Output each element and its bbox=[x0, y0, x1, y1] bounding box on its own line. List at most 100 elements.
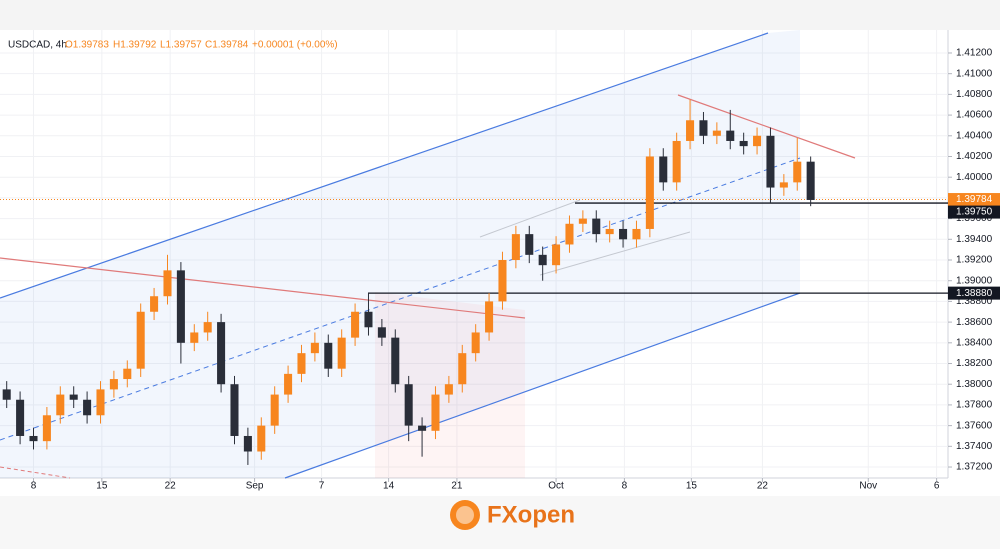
brand-name: FXopen bbox=[487, 501, 575, 528]
candle-body bbox=[712, 130, 721, 136]
price-tag bbox=[948, 193, 1000, 207]
candle-body bbox=[163, 270, 172, 297]
candle-body bbox=[538, 254, 547, 266]
candle-body bbox=[605, 228, 614, 235]
candle-body bbox=[471, 332, 480, 354]
candle-body bbox=[753, 135, 762, 147]
candle-body bbox=[150, 296, 159, 312]
trendline bbox=[0, 466, 71, 479]
candle-body bbox=[779, 182, 788, 188]
candle-body bbox=[29, 435, 38, 442]
candle-body bbox=[565, 223, 574, 245]
candle-body bbox=[83, 399, 92, 416]
candle-body bbox=[123, 368, 132, 380]
overlays bbox=[0, 199, 948, 294]
candle-body bbox=[391, 337, 400, 385]
x-tick-label: 22 bbox=[165, 481, 177, 492]
candle-body bbox=[632, 228, 641, 240]
candle-body bbox=[739, 140, 748, 147]
candle-body bbox=[578, 218, 587, 224]
candle-body bbox=[69, 394, 78, 400]
candle-body bbox=[203, 322, 212, 333]
candle-body bbox=[364, 311, 373, 328]
candle-body bbox=[16, 399, 25, 436]
price-tag bbox=[948, 286, 1000, 300]
trendline bbox=[677, 94, 856, 159]
y-tick-label: 1.37800 bbox=[956, 400, 993, 411]
y-tick-label: 1.41000 bbox=[956, 68, 993, 79]
candle-body bbox=[444, 384, 453, 395]
candle-body bbox=[136, 311, 145, 369]
x-tick-label: 15 bbox=[686, 481, 698, 492]
candle-body bbox=[2, 389, 11, 400]
y-tick-label: 1.37600 bbox=[956, 420, 993, 431]
x-tick-label: 15 bbox=[96, 481, 108, 492]
candle-body bbox=[284, 373, 293, 395]
x-tick-label: 8 bbox=[622, 481, 628, 492]
grid bbox=[0, 30, 948, 478]
price-tag-label: 1.39750 bbox=[956, 207, 993, 218]
candle-body bbox=[552, 244, 561, 266]
candle-body bbox=[726, 130, 735, 141]
y-tick-label: 1.40600 bbox=[956, 110, 993, 121]
candle-body bbox=[324, 342, 333, 369]
y-tick-label: 1.38800 bbox=[956, 296, 993, 307]
y-tick-label: 1.41200 bbox=[956, 48, 993, 59]
ohlc-value: C1.39784 bbox=[205, 40, 249, 51]
ohlc-value: L1.39757 bbox=[160, 40, 202, 51]
candle-body bbox=[806, 161, 815, 200]
channel-median bbox=[0, 157, 801, 441]
candle-body bbox=[337, 337, 346, 369]
y-tick-label: 1.37200 bbox=[956, 462, 993, 473]
candle-body bbox=[766, 135, 775, 188]
channel-lower bbox=[284, 292, 801, 479]
candle-body bbox=[109, 379, 118, 390]
candle-body bbox=[56, 394, 65, 416]
brand-logo: FXopen bbox=[450, 500, 575, 530]
candle-body bbox=[377, 327, 386, 338]
y-tick-label: 1.38600 bbox=[956, 317, 993, 328]
x-tick-label: 6 bbox=[934, 481, 940, 492]
candle-body bbox=[525, 234, 534, 255]
candle-body bbox=[404, 384, 413, 426]
trendline bbox=[0, 257, 526, 319]
candle-body bbox=[230, 384, 239, 436]
y-tick-label: 1.38000 bbox=[956, 379, 993, 390]
y-tick-label: 1.37400 bbox=[956, 441, 993, 452]
x-tick-label: Oct bbox=[548, 481, 564, 492]
inner-line bbox=[539, 231, 691, 276]
candle-body bbox=[257, 425, 266, 452]
candle-body bbox=[699, 120, 708, 136]
candle-body bbox=[485, 301, 494, 333]
candle-body bbox=[176, 270, 185, 343]
candle-body bbox=[217, 322, 226, 385]
candle-body bbox=[96, 389, 105, 416]
ohlc-value: +0.00001 (+0.00%) bbox=[252, 40, 338, 51]
candle-body bbox=[592, 218, 601, 235]
candle-body bbox=[793, 161, 802, 183]
channel-fill bbox=[0, 30, 800, 478]
channel-upper bbox=[0, 32, 769, 299]
candle-body bbox=[431, 394, 440, 431]
y-tick-label: 1.39400 bbox=[956, 234, 993, 245]
logo-icon bbox=[456, 506, 474, 524]
candle-body bbox=[351, 311, 360, 338]
y-tick-label: 1.39000 bbox=[956, 275, 993, 286]
inner-line bbox=[479, 199, 581, 238]
y-tick-label: 1.40000 bbox=[956, 172, 993, 183]
y-tick-label: 1.39600 bbox=[956, 213, 993, 224]
y-tick-label: 1.38200 bbox=[956, 358, 993, 369]
x-tick-label: 14 bbox=[383, 481, 395, 492]
x-tick-label: Sep bbox=[246, 481, 264, 492]
candle-body bbox=[297, 353, 306, 374]
y-tick-label: 1.40200 bbox=[956, 151, 993, 162]
axes: 1.37200 1.37400 1.37600 1.37800 1.38000 1.382… bbox=[31, 48, 1000, 492]
candles bbox=[2, 99, 815, 465]
ohlc-value: O1.39783 bbox=[65, 40, 109, 51]
candle-body bbox=[458, 353, 467, 385]
candle-body bbox=[270, 394, 279, 426]
y-tick-label: 1.40800 bbox=[956, 89, 993, 100]
symbol-label: USDCAD, 4h bbox=[8, 40, 67, 51]
candle-body bbox=[418, 425, 427, 431]
